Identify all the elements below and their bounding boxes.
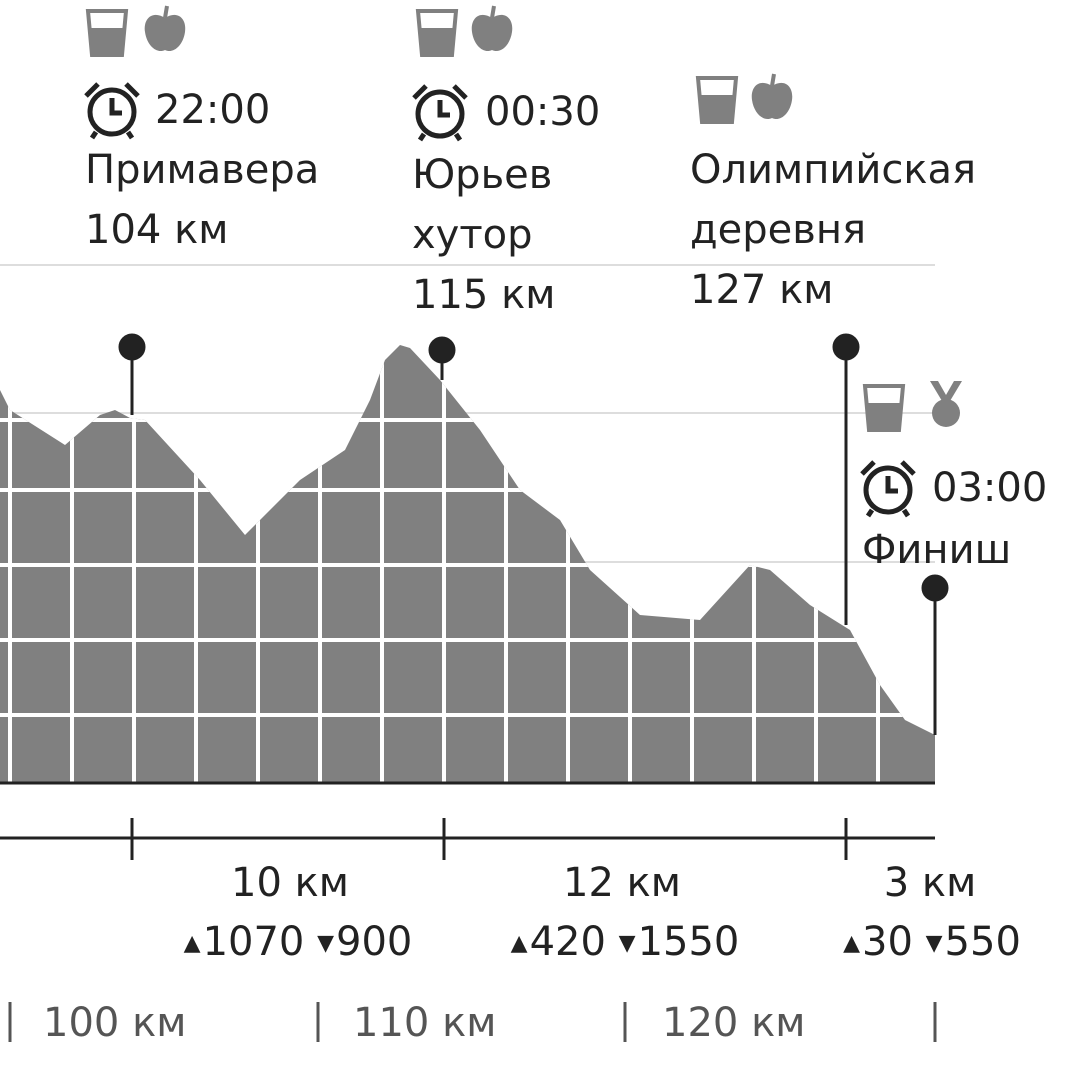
checkpoint-distance: 127 км (690, 267, 834, 313)
checkpoint-pins (118, 333, 949, 735)
descent: 1550 (637, 919, 740, 965)
segment-elevation: ▲30 ▼550 (843, 919, 1021, 965)
distance-label: 120 км (662, 1000, 806, 1046)
descent: 550 (944, 919, 1021, 965)
ascent: 30 (862, 919, 913, 965)
checkpoint-name: Олимпийская деревня (690, 147, 977, 253)
segment-elevation: ▲420 ▼1550 (510, 919, 740, 965)
distance-label: 100 км (43, 1000, 187, 1046)
segment-axis (0, 818, 935, 860)
checkpoint-time: 22:00 (155, 87, 271, 133)
checkpoint-distance: 115 км (412, 272, 556, 318)
checkpoint-name: Юрьев хутор (412, 152, 553, 258)
ascent: 1070 (202, 919, 305, 965)
segment-distance: 10 км (231, 860, 349, 906)
segment-distance: 3 км (883, 860, 977, 906)
checkpoint-time: 00:30 (485, 89, 601, 135)
checkpoint-distance: 104 км (85, 207, 229, 253)
finish-time: 03:00 (932, 465, 1048, 511)
ascent: 420 (529, 919, 606, 965)
distance-label: 110 км (353, 1000, 497, 1046)
segment-elevation: ▲1070 ▼900 (183, 919, 413, 965)
descent: 900 (336, 919, 413, 965)
segment-distance: 12 км (563, 860, 681, 906)
finish-name: Финиш (862, 527, 1012, 573)
distance-ticks (8, 1002, 937, 1042)
checkpoint-name: Примавера (85, 147, 320, 193)
